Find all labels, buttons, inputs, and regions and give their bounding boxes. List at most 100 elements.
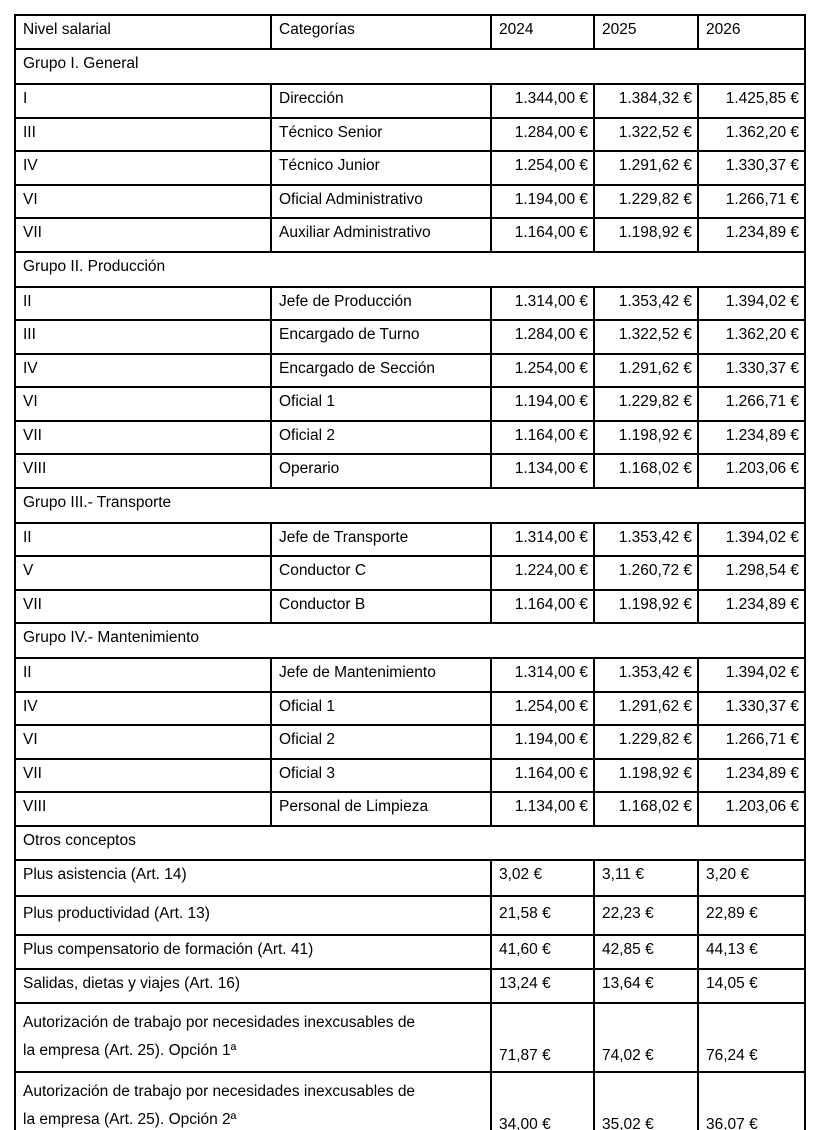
group-header-row: Grupo III.- Transporte [14, 486, 806, 524]
value-cell-2025: 74,02 € [593, 1001, 699, 1073]
category-cell: Conductor C [270, 555, 492, 591]
value-cell-2024: 1.254,00 € [490, 352, 595, 388]
table-row: VII Conductor B 1.164,00 €1.198,92 €1.234,… [14, 588, 806, 624]
value-cell-2024: 21,58 € [490, 894, 595, 936]
value-cell-2025: 1.291,62 € [593, 690, 699, 726]
table-row: VII Oficial 2 1.164,00 €1.198,92 €1.234,89… [14, 419, 806, 455]
group-header-row: Grupo IV.- Mantenimiento [14, 622, 806, 659]
value-cell-2025: 3,11 € [593, 858, 699, 897]
level-cell: VI [14, 183, 272, 219]
category-cell: Dirección [270, 83, 492, 119]
table-row: VIII Personal de Limpieza 1.134,00 €1.168,… [14, 791, 806, 827]
level-cell: IV [14, 352, 272, 388]
table-row: Plus compensatorio de formación (Art. 41… [14, 933, 806, 970]
table-row: V Conductor C 1.224,00 €1.260,72 €1.298,54… [14, 555, 806, 591]
category-cell: Técnico Senior [270, 116, 492, 152]
value-cell-2026: 1.234,89 € [697, 757, 806, 793]
table-row: VI Oficial Administrativo 1.194,00 €1.229,… [14, 183, 806, 219]
level-cell: VII [14, 217, 272, 253]
value-cell-2025: 1.322,52 € [593, 116, 699, 152]
value-cell-2024: 1.314,00 € [490, 521, 595, 557]
value-cell-2026: 1.394,02 € [697, 521, 806, 557]
value-cell-2026: 76,24 € [697, 1001, 806, 1073]
concept-label-cell: Autorización de trabajo por necesidades … [14, 1070, 492, 1130]
value-cell-2024: 1.224,00 € [490, 555, 595, 591]
value-cell-2025: 1.229,82 € [593, 386, 699, 422]
value-cell-2025: 1.291,62 € [593, 352, 699, 388]
concept-label-line1: Autorización de trabajo por necesidades … [23, 1082, 416, 1100]
value-cell-2026: 44,13 € [697, 933, 806, 970]
level-cell: VII [14, 419, 272, 455]
value-cell-2024: 13,24 € [490, 967, 595, 1004]
value-cell-2024: 1.164,00 € [490, 419, 595, 455]
value-cell-2026: 1.234,89 € [697, 588, 806, 624]
value-cell-2026: 14,05 € [697, 967, 806, 1004]
table-row: IV Encargado de Sección 1.254,00 €1.291,62… [14, 352, 806, 388]
value-cell-2026: 1.266,71 € [697, 386, 806, 422]
level-cell: II [14, 521, 272, 557]
value-cell-2024: 1.194,00 € [490, 183, 595, 219]
value-cell-2025: 42,85 € [593, 933, 699, 970]
table-row: III Técnico Senior 1.284,00 €1.322,52 €1.3… [14, 116, 806, 152]
concept-label-cell: Plus compensatorio de formación (Art. 41… [14, 933, 492, 970]
level-cell: IV [14, 690, 272, 726]
value-cell-2025: 1.198,92 € [593, 419, 699, 455]
level-cell: IV [14, 150, 272, 186]
table-row: VII Auxiliar Administrativo 1.164,00 €1.19… [14, 217, 806, 253]
value-cell-2026: 1.330,37 € [697, 352, 806, 388]
table-row: VI Oficial 2 1.194,00 €1.229,82 €1.266,71 … [14, 724, 806, 760]
value-cell-2026: 1.203,06 € [697, 453, 806, 489]
value-cell-2026: 1.234,89 € [697, 217, 806, 253]
value-cell-2026: 1.425,85 € [697, 83, 806, 119]
value-cell-2025: 1.260,72 € [593, 555, 699, 591]
value-cell-2025: 1.198,92 € [593, 217, 699, 253]
category-cell: Oficial Administrativo [270, 183, 492, 219]
category-cell: Oficial 1 [270, 386, 492, 422]
value-cell-2025: 1.229,82 € [593, 183, 699, 219]
value-cell-2026: 22,89 € [697, 894, 806, 936]
value-cell-2025: 1.353,42 € [593, 657, 699, 693]
group-header-cell: Grupo I. General [14, 48, 806, 85]
value-cell-2025: 1.198,92 € [593, 757, 699, 793]
value-cell-2026: 1.266,71 € [697, 183, 806, 219]
value-cell-2024: 1.164,00 € [490, 217, 595, 253]
table-row: IV Oficial 1 1.254,00 €1.291,62 €1.330,37 … [14, 690, 806, 726]
table-row: VII Oficial 3 1.164,00 €1.198,92 €1.234,89… [14, 757, 806, 793]
value-cell-2026: 3,20 € [697, 858, 806, 897]
value-cell-2024: 1.194,00 € [490, 724, 595, 760]
category-cell: Conductor B [270, 588, 492, 624]
level-cell: VIII [14, 791, 272, 827]
value-cell-2025: 1.168,02 € [593, 453, 699, 489]
value-cell-2025: 1.322,52 € [593, 319, 699, 355]
concept-label-line2: la empresa (Art. 25). Opción 2ª [23, 1110, 237, 1128]
value-cell-2025: 1.168,02 € [593, 791, 699, 827]
level-cell: II [14, 285, 272, 321]
group-header-cell: Grupo III.- Transporte [14, 486, 806, 524]
value-cell-2024: 1.164,00 € [490, 588, 595, 624]
value-cell-2024: 1.314,00 € [490, 657, 595, 693]
category-cell: Oficial 2 [270, 419, 492, 455]
concept-label-cell: Salidas, dietas y viajes (Art. 16) [14, 967, 492, 1004]
level-cell: VIII [14, 453, 272, 489]
level-cell: I [14, 83, 272, 119]
level-cell: VI [14, 724, 272, 760]
table-row: VI Oficial 1 1.194,00 €1.229,82 €1.266,71 … [14, 386, 806, 422]
group-header-cell: Grupo IV.- Mantenimiento [14, 622, 806, 659]
value-cell-2026: 1.394,02 € [697, 285, 806, 321]
table-row: II Jefe de Transporte 1.314,00 €1.353,42 €… [14, 521, 806, 557]
table-row: II Jefe de Mantenimiento 1.314,00 €1.353,4… [14, 657, 806, 693]
value-cell-2024: 34,00 € [490, 1070, 595, 1130]
value-cell-2025: 22,23 € [593, 894, 699, 936]
header-row: Nivel salarial Categorías 2024 2025 2026 [14, 14, 806, 50]
value-cell-2024: 1.134,00 € [490, 453, 595, 489]
value-cell-2024: 1.314,00 € [490, 285, 595, 321]
value-cell-2026: 1.394,02 € [697, 657, 806, 693]
table-row: Plus asistencia (Art. 14) 3,02 €3,11 €3,2… [14, 858, 806, 897]
column-header: 2025 [593, 14, 699, 50]
value-cell-2026: 1.298,54 € [697, 555, 806, 591]
level-cell: VII [14, 757, 272, 793]
value-cell-2024: 1.164,00 € [490, 757, 595, 793]
concept-label-cell: Plus productividad (Art. 13) [14, 894, 492, 936]
level-cell: II [14, 657, 272, 693]
